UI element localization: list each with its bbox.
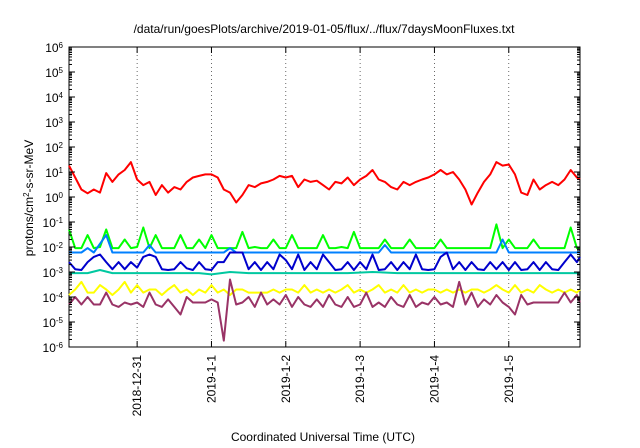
y-tick-exponent: 1 (59, 166, 64, 175)
series-line (68, 223, 580, 250)
y-tick-base: 10 (45, 191, 59, 205)
series-line (68, 161, 581, 206)
y-tick-base: 10 (43, 241, 57, 255)
y-axis: 10610510410310210110010-110-210-310-410-… (43, 41, 580, 356)
y-tick-exponent: -6 (56, 341, 64, 350)
x-axis: 2018-12-31 2019-1-1 2019-1-2 2019-1-3 2019-1… (130, 47, 516, 416)
y-tick-label: 105 (45, 66, 63, 81)
y-tick-base: 10 (43, 266, 57, 280)
series-layer (68, 161, 581, 342)
y-tick-label: 103 (45, 116, 63, 131)
y-tick-label: 10-1 (43, 216, 64, 231)
y-tick-label: 10-2 (43, 241, 64, 256)
y-tick-base: 10 (45, 91, 59, 105)
x-tick-label: 2019-1-1 (204, 355, 218, 403)
y-tick-base: 10 (45, 141, 59, 155)
x-tick-label: 2019-1-4 (427, 355, 441, 403)
y-tick-label: 10-6 (43, 341, 64, 356)
y-axis-title-rest: -s-sr-MeV (22, 140, 36, 193)
y-tick-base: 10 (43, 291, 57, 305)
y-tick-exponent: 4 (59, 91, 64, 100)
x-axis-title: Coordinated Universal Time (UTC) (231, 430, 415, 444)
y-tick-exponent: -5 (56, 316, 64, 325)
y-axis-title-sup: 2 (22, 192, 31, 197)
y-tick-base: 10 (43, 341, 57, 355)
x-tick-label: 2019-1-5 (502, 355, 516, 403)
x-tick-label: 2018-12-31 (130, 355, 144, 417)
y-tick-label: 10-3 (43, 266, 64, 281)
series-line (68, 251, 581, 271)
y-tick-label: 106 (45, 41, 63, 56)
y-tick-label: 101 (45, 166, 63, 181)
y-tick-base: 10 (45, 41, 59, 55)
series-line (69, 269, 580, 276)
y-axis-title-base: protons/cm (22, 197, 36, 256)
y-tick-label: 10-4 (43, 291, 64, 306)
y-tick-base: 10 (43, 216, 57, 230)
series-line (69, 234, 580, 254)
y-tick-exponent: -1 (56, 216, 64, 225)
series-line (68, 280, 581, 296)
y-tick-base: 10 (43, 316, 57, 330)
y-tick-exponent: -3 (56, 266, 64, 275)
series-line (68, 278, 581, 342)
y-tick-exponent: 6 (59, 41, 64, 50)
y-tick-base: 10 (45, 66, 59, 80)
y-tick-label: 104 (45, 91, 63, 106)
y-tick-label: 100 (45, 191, 63, 206)
y-tick-exponent: 5 (59, 66, 64, 75)
y-tick-base: 10 (45, 116, 59, 130)
y-tick-base: 10 (45, 166, 59, 180)
y-tick-exponent: -2 (56, 241, 64, 250)
y-tick-label: 10-5 (43, 316, 64, 331)
y-axis-title: protons/cm2-s-sr-MeV (22, 140, 37, 256)
x-tick-label: 2019-1-2 (279, 355, 293, 403)
y-tick-label: 102 (45, 141, 63, 156)
y-tick-exponent: 3 (59, 116, 64, 125)
y-tick-exponent: 2 (59, 141, 64, 150)
chart-title: /data/run/goesPlots/archive/2019-01-05/f… (134, 22, 516, 36)
x-tick-label: 2019-1-3 (353, 355, 367, 403)
y-tick-exponent: -4 (56, 291, 64, 300)
y-tick-exponent: 0 (59, 191, 64, 200)
